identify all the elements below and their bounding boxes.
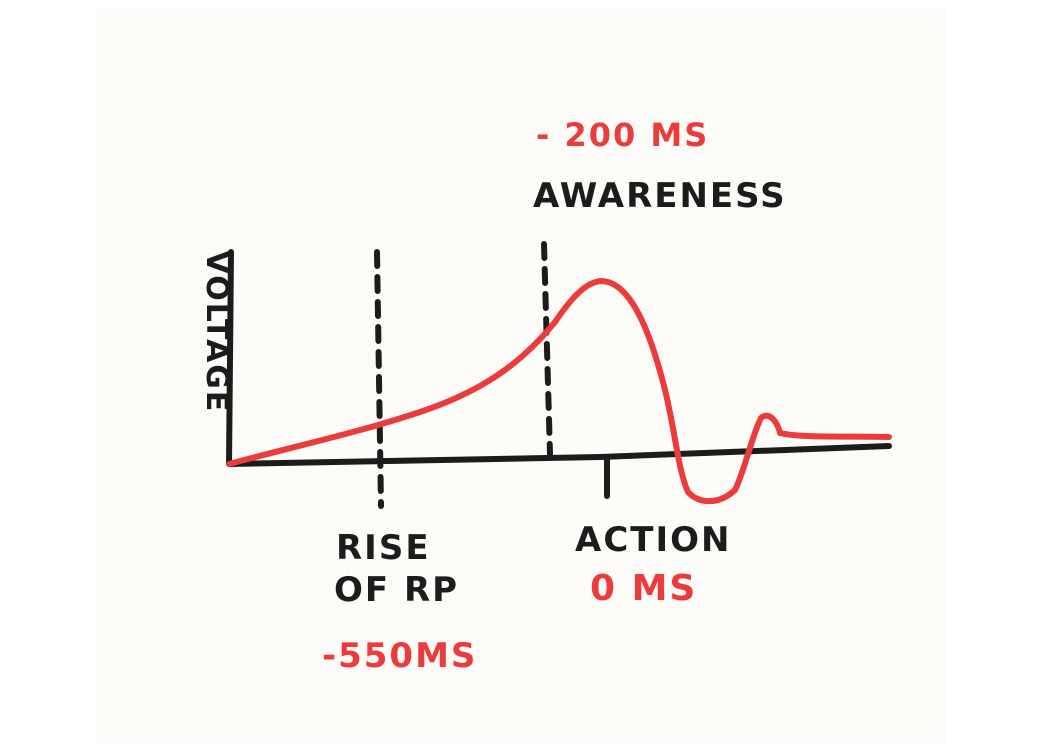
y-axis <box>226 249 234 467</box>
y-axis-label: VOLTAGE <box>199 251 234 414</box>
paper-background <box>96 8 946 744</box>
x-axis <box>226 443 892 467</box>
awareness-label: AWARENESS <box>533 176 787 216</box>
awareness-time-label: - 200 MS <box>536 116 709 154</box>
awareness-marker-line <box>541 241 553 457</box>
rise-label-line1: RISE <box>336 528 431 568</box>
action-time-label: 0 MS <box>590 568 697 609</box>
readiness-potential-curve <box>226 278 892 505</box>
rise-time-label: -550MS <box>322 636 477 676</box>
rise-of-rp-marker-line <box>374 249 384 509</box>
rise-label-line2: OF RP <box>334 570 459 610</box>
action-label: ACTION <box>575 520 731 560</box>
